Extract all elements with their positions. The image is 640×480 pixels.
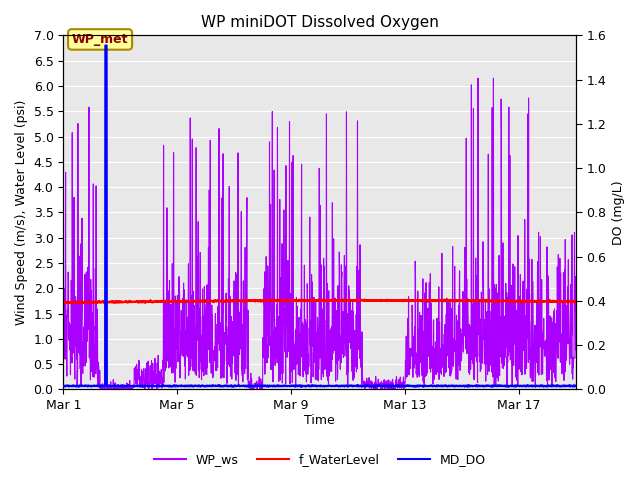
Title: WP miniDOT Dissolved Oxygen: WP miniDOT Dissolved Oxygen: [201, 15, 438, 30]
X-axis label: Time: Time: [304, 414, 335, 427]
Text: WP_met: WP_met: [72, 33, 129, 46]
Legend: WP_ws, f_WaterLevel, MD_DO: WP_ws, f_WaterLevel, MD_DO: [149, 448, 491, 471]
Y-axis label: DO (mg/L): DO (mg/L): [612, 180, 625, 245]
Y-axis label: Wind Speed (m/s), Water Level (psi): Wind Speed (m/s), Water Level (psi): [15, 100, 28, 325]
